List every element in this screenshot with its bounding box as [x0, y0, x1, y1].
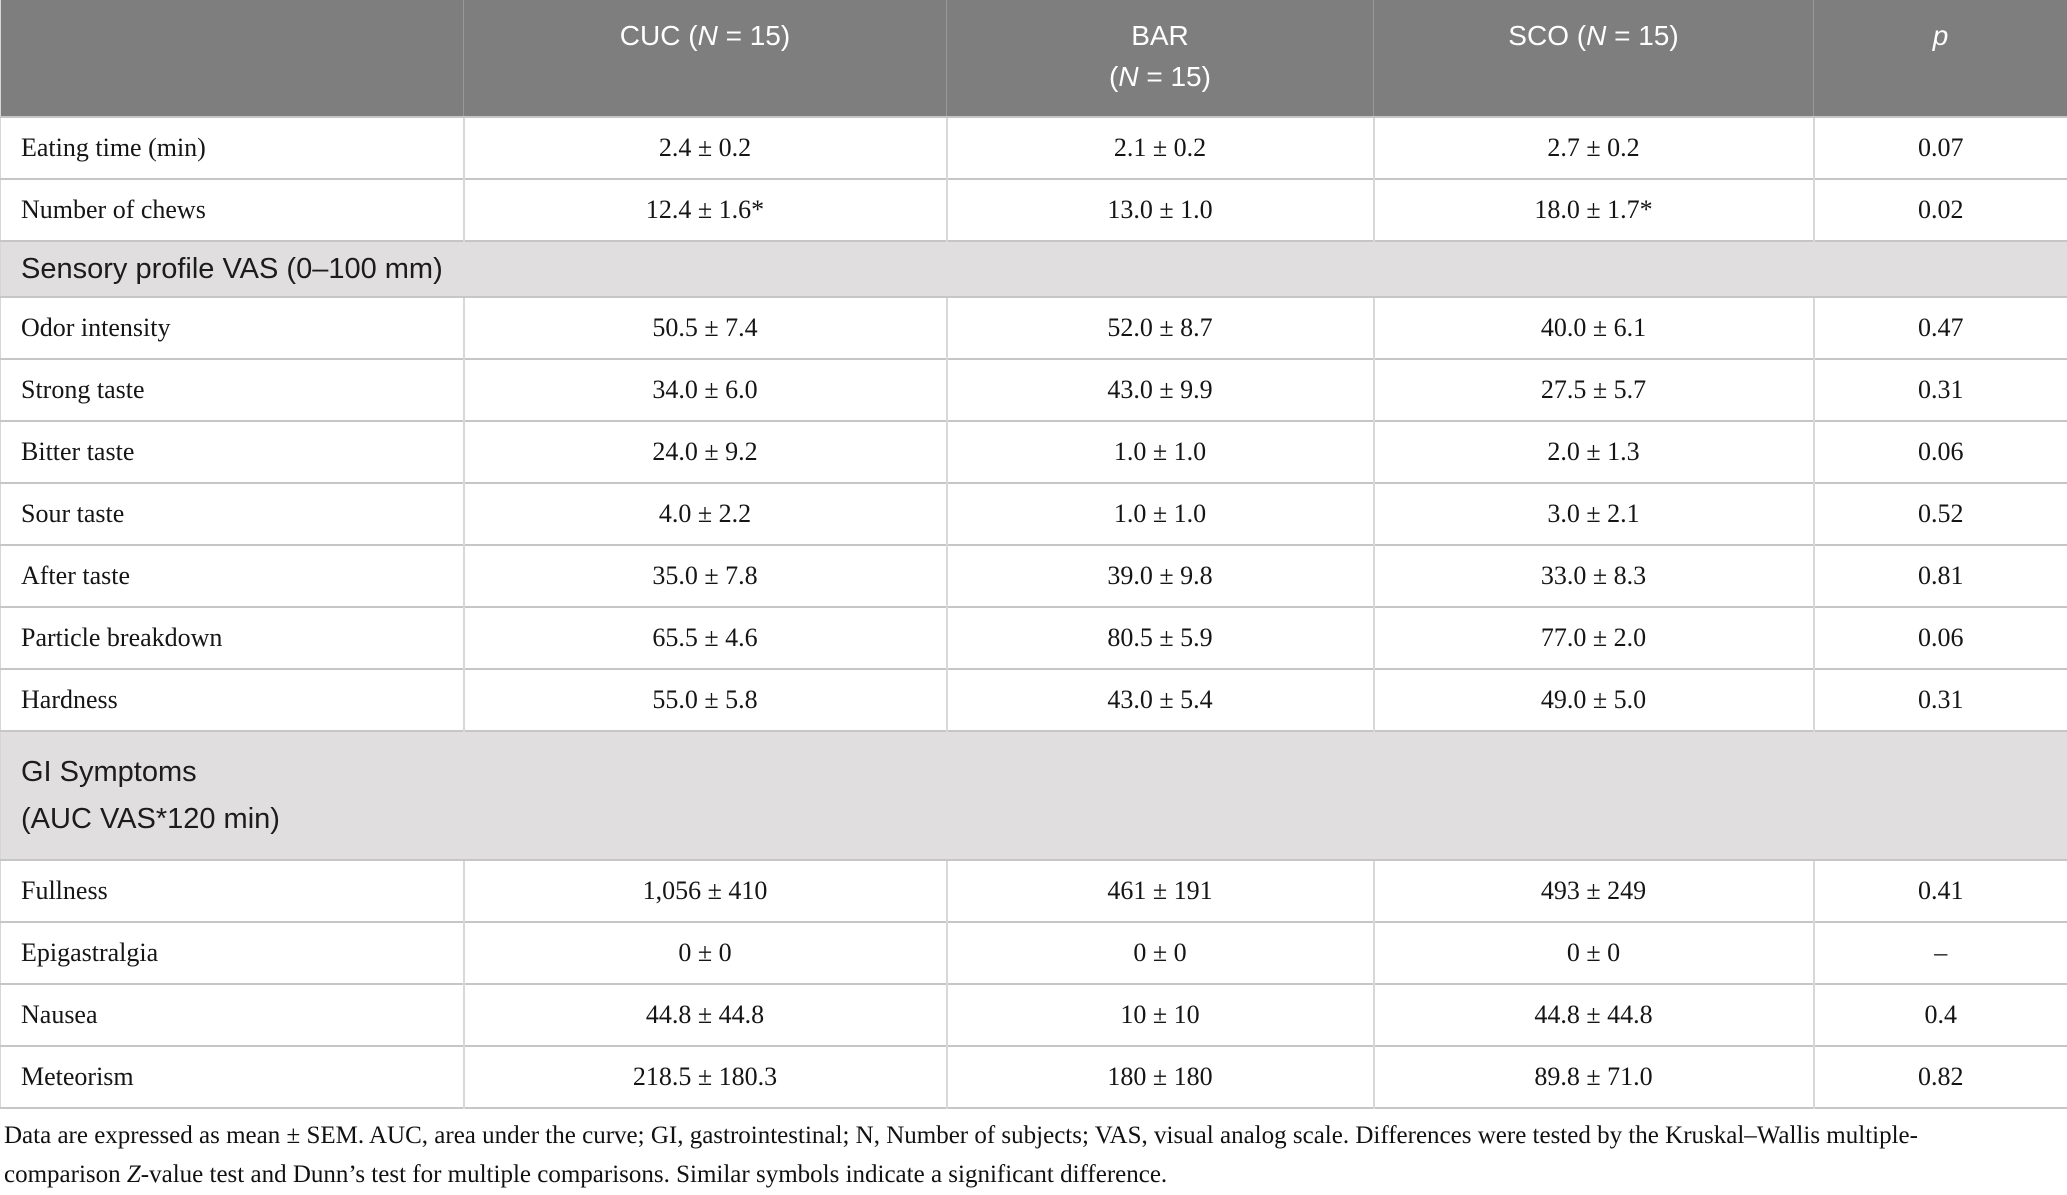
- header-bar-cell: BAR(N = 15): [947, 0, 1374, 117]
- row-label-cell: Strong taste: [1, 359, 464, 421]
- value-cell-sco: 40.0 ± 6.1: [1374, 297, 1814, 359]
- p-value-cell: 0.31: [1814, 359, 2067, 421]
- table-row: Odor intensity 50.5 ± 7.4 52.0 ± 8.7 40.…: [1, 297, 2067, 359]
- value-cell-bar: 80.5 ± 5.9: [947, 607, 1374, 669]
- section-header-gi: GI Symptoms(AUC VAS*120 min): [1, 731, 2067, 860]
- value-cell-cuc: 4.0 ± 2.2: [464, 483, 947, 545]
- italic-n: N: [1586, 20, 1606, 51]
- value-cell-bar: 1.0 ± 1.0: [947, 421, 1374, 483]
- value-cell-bar: 43.0 ± 5.4: [947, 669, 1374, 731]
- p-value-cell: 0.31: [1814, 669, 2067, 731]
- table-row: Fullness 1,056 ± 410 461 ± 191 493 ± 249…: [1, 860, 2067, 922]
- table-row: Strong taste 34.0 ± 6.0 43.0 ± 9.9 27.5 …: [1, 359, 2067, 421]
- value-cell-bar: 461 ± 191: [947, 860, 1374, 922]
- row-label-cell: After taste: [1, 545, 464, 607]
- value-cell-sco: 2.0 ± 1.3: [1374, 421, 1814, 483]
- value-cell-sco: 33.0 ± 8.3: [1374, 545, 1814, 607]
- italic-n: N: [1118, 61, 1138, 92]
- p-value-cell: 0.07: [1814, 117, 2067, 179]
- value-cell-sco: 0 ± 0: [1374, 922, 1814, 984]
- value-cell-sco: 89.8 ± 71.0: [1374, 1046, 1814, 1108]
- row-label-cell: Nausea: [1, 984, 464, 1046]
- p-value-cell: –: [1814, 922, 2067, 984]
- value-cell-bar: 180 ± 180: [947, 1046, 1374, 1108]
- p-value-cell: 0.47: [1814, 297, 2067, 359]
- row-label-cell: Meteorism: [1, 1046, 464, 1108]
- value-cell-sco: 2.7 ± 0.2: [1374, 117, 1814, 179]
- value-cell-bar: 39.0 ± 9.8: [947, 545, 1374, 607]
- table-row: Epigastralgia 0 ± 0 0 ± 0 0 ± 0 –: [1, 922, 2067, 984]
- value-cell-cuc: 44.8 ± 44.8: [464, 984, 947, 1046]
- italic-p: p: [1933, 20, 1949, 51]
- value-cell-sco: 44.8 ± 44.8: [1374, 984, 1814, 1046]
- table-row: Bitter taste 24.0 ± 9.2 1.0 ± 1.0 2.0 ± …: [1, 421, 2067, 483]
- section-title: GI Symptoms(AUC VAS*120 min): [1, 731, 2067, 860]
- table-header-row: CUC (N = 15) BAR(N = 15) SCO (N = 15) p: [1, 0, 2067, 117]
- value-cell-cuc: 50.5 ± 7.4: [464, 297, 947, 359]
- value-cell-bar: 10 ± 10: [947, 984, 1374, 1046]
- table-row: Eating time (min) 2.4 ± 0.2 2.1 ± 0.2 2.…: [1, 117, 2067, 179]
- value-cell-bar: 2.1 ± 0.2: [947, 117, 1374, 179]
- row-label-cell: Particle breakdown: [1, 607, 464, 669]
- italic-z: Z: [127, 1161, 141, 1188]
- value-cell-bar: 13.0 ± 1.0: [947, 179, 1374, 241]
- value-cell-sco: 27.5 ± 5.7: [1374, 359, 1814, 421]
- p-value-cell: 0.02: [1814, 179, 2067, 241]
- results-table: CUC (N = 15) BAR(N = 15) SCO (N = 15) p …: [0, 0, 2067, 1109]
- value-cell-sco: 77.0 ± 2.0: [1374, 607, 1814, 669]
- p-value-cell: 0.81: [1814, 545, 2067, 607]
- table-row: After taste 35.0 ± 7.8 39.0 ± 9.8 33.0 ±…: [1, 545, 2067, 607]
- value-cell-cuc: 55.0 ± 5.8: [464, 669, 947, 731]
- header-sco-cell: SCO (N = 15): [1374, 0, 1814, 117]
- value-cell-cuc: 0 ± 0: [464, 922, 947, 984]
- value-cell-sco: 49.0 ± 5.0: [1374, 669, 1814, 731]
- section-title: Sensory profile VAS (0–100 mm): [1, 241, 2067, 297]
- p-value-cell: 0.06: [1814, 421, 2067, 483]
- value-cell-bar: 0 ± 0: [947, 922, 1374, 984]
- value-cell-cuc: 12.4 ± 1.6*: [464, 179, 947, 241]
- p-value-cell: 0.52: [1814, 483, 2067, 545]
- p-value-cell: 0.82: [1814, 1046, 2067, 1108]
- row-label-cell: Number of chews: [1, 179, 464, 241]
- value-cell-sco: 493 ± 249: [1374, 860, 1814, 922]
- section-header-sensory: Sensory profile VAS (0–100 mm): [1, 241, 2067, 297]
- table-row: Sour taste 4.0 ± 2.2 1.0 ± 1.0 3.0 ± 2.1…: [1, 483, 2067, 545]
- row-label-cell: Sour taste: [1, 483, 464, 545]
- p-value-cell: 0.4: [1814, 984, 2067, 1046]
- row-label-cell: Epigastralgia: [1, 922, 464, 984]
- row-label-cell: Bitter taste: [1, 421, 464, 483]
- value-cell-sco: 3.0 ± 2.1: [1374, 483, 1814, 545]
- italic-n: N: [698, 20, 718, 51]
- header-p-cell: p: [1814, 0, 2067, 117]
- p-value-cell: 0.41: [1814, 860, 2067, 922]
- footnote-line-1: Data are expressed as mean ± SEM. AUC, a…: [4, 1117, 2062, 1156]
- value-cell-cuc: 34.0 ± 6.0: [464, 359, 947, 421]
- table-row: Hardness 55.0 ± 5.8 43.0 ± 5.4 49.0 ± 5.…: [1, 669, 2067, 731]
- p-value-cell: 0.06: [1814, 607, 2067, 669]
- value-cell-bar: 43.0 ± 9.9: [947, 359, 1374, 421]
- table-row: Number of chews 12.4 ± 1.6* 13.0 ± 1.0 1…: [1, 179, 2067, 241]
- value-cell-cuc: 1,056 ± 410: [464, 860, 947, 922]
- table-row: Meteorism 218.5 ± 180.3 180 ± 180 89.8 ±…: [1, 1046, 2067, 1108]
- value-cell-cuc: 24.0 ± 9.2: [464, 421, 947, 483]
- value-cell-cuc: 218.5 ± 180.3: [464, 1046, 947, 1108]
- header-cuc-cell: CUC (N = 15): [464, 0, 947, 117]
- value-cell-cuc: 65.5 ± 4.6: [464, 607, 947, 669]
- value-cell-sco: 18.0 ± 1.7*: [1374, 179, 1814, 241]
- row-label-cell: Eating time (min): [1, 117, 464, 179]
- value-cell-cuc: 2.4 ± 0.2: [464, 117, 947, 179]
- value-cell-bar: 52.0 ± 8.7: [947, 297, 1374, 359]
- footnote-line-2: comparison Z-value test and Dunn’s test …: [4, 1156, 2062, 1195]
- value-cell-bar: 1.0 ± 1.0: [947, 483, 1374, 545]
- row-label-cell: Odor intensity: [1, 297, 464, 359]
- value-cell-cuc: 35.0 ± 7.8: [464, 545, 947, 607]
- header-blank-cell: [1, 0, 464, 117]
- row-label-cell: Hardness: [1, 669, 464, 731]
- table-row: Particle breakdown 65.5 ± 4.6 80.5 ± 5.9…: [1, 607, 2067, 669]
- table-row: Nausea 44.8 ± 44.8 10 ± 10 44.8 ± 44.8 0…: [1, 984, 2067, 1046]
- row-label-cell: Fullness: [1, 860, 464, 922]
